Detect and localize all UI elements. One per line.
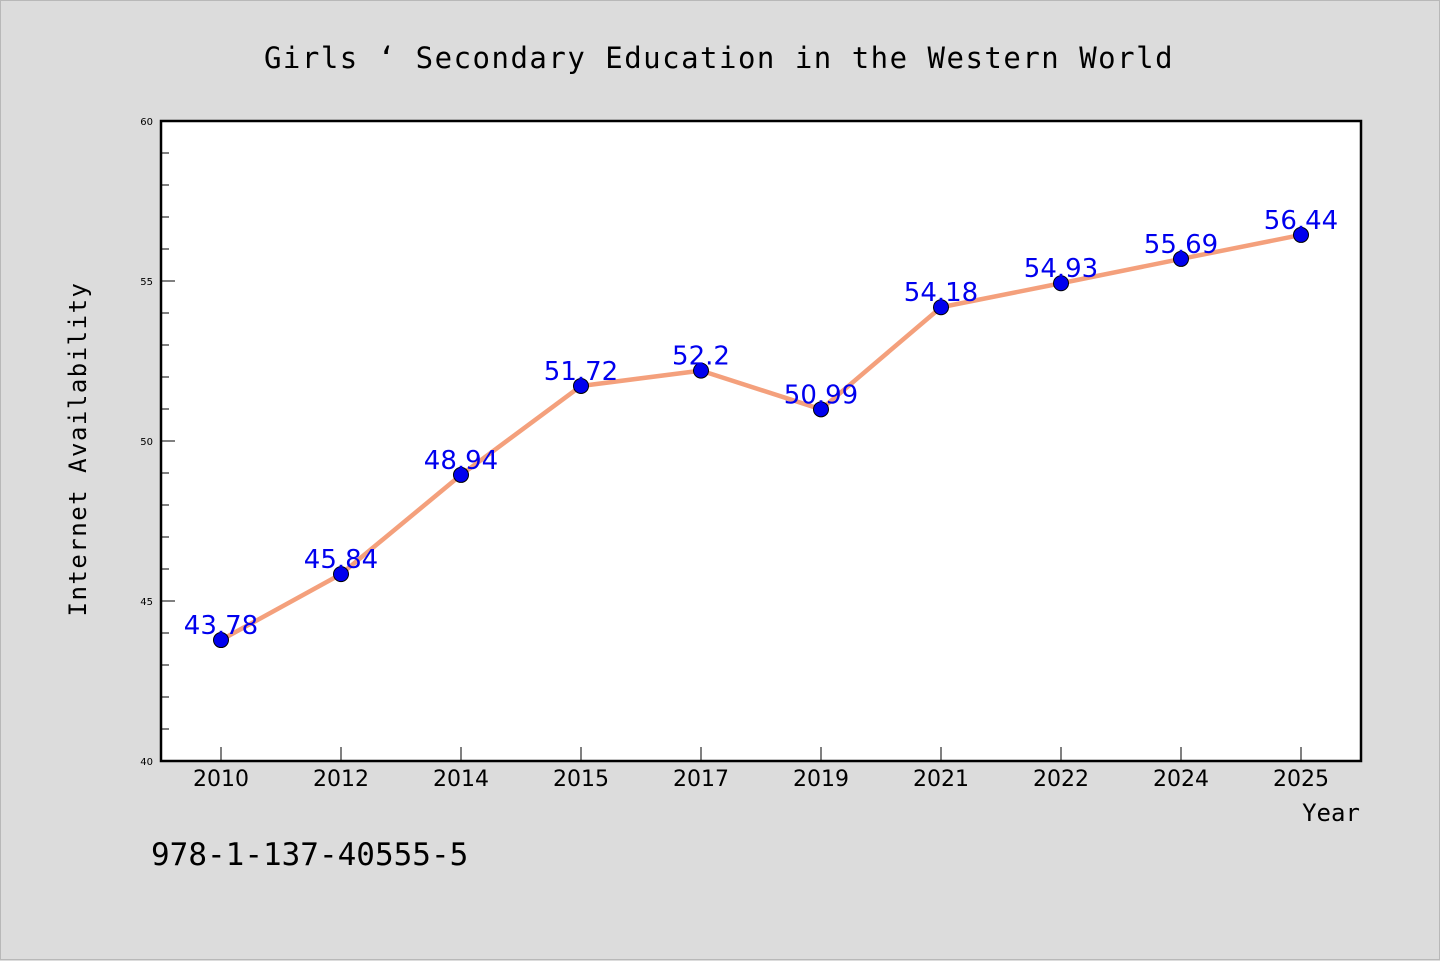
data-label: 48.94 <box>424 446 498 476</box>
data-label: 51.72 <box>544 357 618 387</box>
plot-area <box>159 119 1363 763</box>
data-point <box>1053 275 1069 292</box>
x-tick-label: 2015 <box>553 767 609 792</box>
data-point <box>1293 226 1309 243</box>
data-point <box>573 377 589 394</box>
y-tick-label: 50 <box>140 437 153 448</box>
data-label: 52.2 <box>672 342 730 372</box>
data-label: 55.69 <box>1144 230 1218 260</box>
x-tick-label: 2012 <box>313 767 369 792</box>
y-tick-label: 40 <box>140 757 153 768</box>
series-layer: 43.78 45.84 48.94 51.72 52.2 50.99 54.18 54.93 5… <box>184 206 1338 649</box>
x-tick-label: 2024 <box>1153 767 1209 792</box>
y-tick-label: 45 <box>140 597 153 608</box>
y-axis-label: Internet Availability <box>64 282 92 617</box>
x-axis-label: Year <box>1302 799 1360 827</box>
data-label: 45.84 <box>304 545 378 575</box>
x-tick-label: 2021 <box>913 767 969 792</box>
x-tick-label: 2010 <box>193 767 249 792</box>
x-tick-label: 2017 <box>673 767 729 792</box>
data-point <box>693 362 709 379</box>
data-point <box>933 299 949 316</box>
data-label: 56.44 <box>1264 206 1338 236</box>
data-point <box>1173 250 1189 267</box>
y-tick-label: 60 <box>140 117 153 128</box>
data-label: 54.93 <box>1024 254 1098 284</box>
data-label: 43.78 <box>184 611 258 641</box>
chart-title: Girls ‘ Secondary Education in the Weste… <box>264 41 1174 75</box>
x-axis: 2010 2012 2014 2015 2017 2019 2021 2022 2024 2025 <box>193 747 1329 792</box>
data-point <box>213 632 229 649</box>
x-tick-label: 2025 <box>1273 767 1329 792</box>
x-tick-label: 2022 <box>1033 767 1089 792</box>
y-tick-label: 55 <box>140 277 153 288</box>
data-label: 50.99 <box>784 380 858 410</box>
data-label: 54.18 <box>904 278 978 308</box>
data-point <box>333 566 349 583</box>
x-tick-label: 2014 <box>433 767 489 792</box>
x-tick-label: 2019 <box>793 767 849 792</box>
data-point <box>813 401 829 418</box>
y-axis: 40 45 50 55 60 <box>140 117 175 768</box>
footer-isbn: 978-1-137-40555-5 <box>151 837 468 873</box>
series-line <box>218 232 1304 643</box>
data-point <box>453 466 469 483</box>
